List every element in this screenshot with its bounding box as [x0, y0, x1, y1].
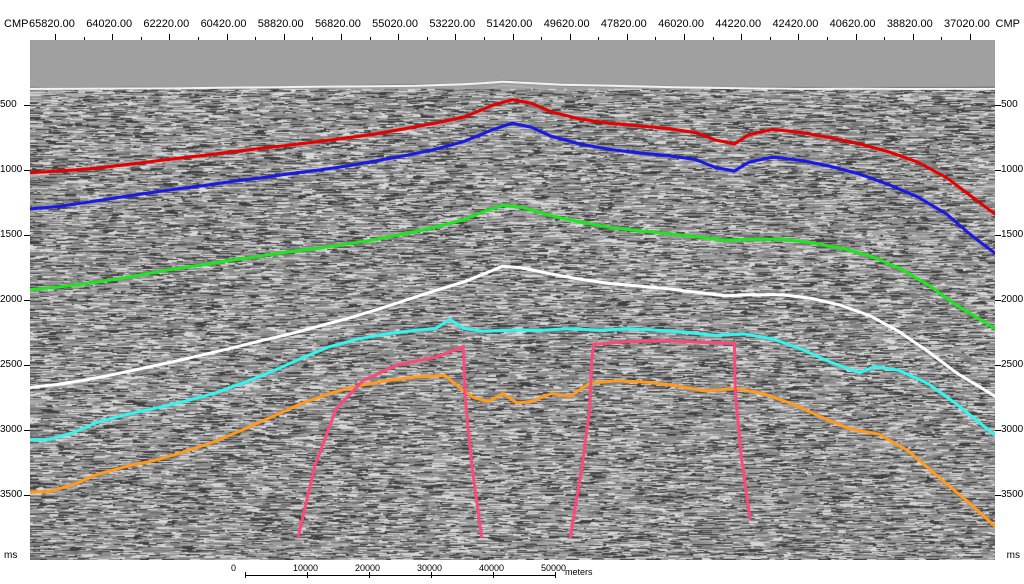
axis-right-tick-mark: [995, 430, 1001, 431]
horizon-horizon-red: [30, 100, 995, 214]
scalebar-tick-label: 50000: [541, 563, 566, 573]
axis-right-tick-mark: [995, 170, 1001, 171]
axis-top-label-left: CMP: [4, 18, 28, 30]
axis-left-tick-label: 2500: [0, 359, 26, 370]
axis-top-tick-label: 64020.00: [86, 18, 132, 30]
scalebar-tick: [245, 572, 246, 578]
scalebar-tick-label: 0: [231, 563, 236, 573]
axis-top-tick-label: 49620.00: [544, 18, 590, 30]
scalebar-tick-label: 40000: [479, 563, 504, 573]
axis-right-tick-label: 1000: [1001, 164, 1023, 175]
axis-right-tick-mark: [995, 300, 1001, 301]
axis-left-tick-label: 3500: [0, 489, 26, 500]
scalebar-unit: meters: [565, 567, 593, 577]
axis-left-tick-label: 500: [0, 99, 26, 110]
fault-2: [570, 341, 750, 537]
axis-left-tick-label: 1500: [0, 229, 26, 240]
axis-top-label-right: CMP: [996, 18, 1020, 30]
axis-top-tick-label: 47820.00: [601, 18, 647, 30]
axis-left-unit: ms: [4, 550, 17, 561]
axis-right-tick-label: 500: [1001, 99, 1018, 110]
horizon-seabed: [30, 82, 995, 89]
axis-top-tick-label: 37020.00: [944, 18, 990, 30]
axis-right-tick-label: 2000: [1001, 294, 1023, 305]
axis-top-tick-label: 38820.00: [887, 18, 933, 30]
axis-top-tick-label: 60420.00: [201, 18, 247, 30]
horizons-overlay: [30, 40, 995, 560]
axis-top-tick-label: 62220.00: [143, 18, 189, 30]
axis-top-tick-label: 46020.00: [658, 18, 704, 30]
horizon-horizon-orange: [30, 375, 995, 526]
axis-right-tick-mark: [995, 495, 1001, 496]
axis-right-tick-label: 3500: [1001, 489, 1023, 500]
scalebar-tick-label: 10000: [293, 563, 318, 573]
horizon-horizon-cyan: [30, 319, 995, 440]
axis-right-tick-mark: [995, 105, 1001, 106]
scalebar: 01000020000300004000050000meters: [245, 563, 615, 583]
axis-right-tick-mark: [995, 365, 1001, 366]
axis-left-tick-label: 3000: [0, 424, 26, 435]
scalebar-tick-label: 20000: [355, 563, 380, 573]
seismic-section-frame: CMP CMP 65820.00 64020.00 62220.00 60420.00…: [0, 0, 1024, 584]
axis-top-tick-label: 58820.00: [258, 18, 304, 30]
axis-top-tick-label: 51420.00: [487, 18, 533, 30]
axis-top-tick-label: 55020.00: [372, 18, 418, 30]
axis-top-tick-label: 40620.00: [830, 18, 876, 30]
axis-right-tick-label: 1500: [1001, 229, 1023, 240]
axis-right-tick-mark: [995, 235, 1001, 236]
seismic-plot-area: [30, 40, 995, 560]
axis-top-tick-label: 56820.00: [315, 18, 361, 30]
axis-left-tick-label: 2000: [0, 294, 26, 305]
axis-right-unit: ms: [1007, 550, 1020, 561]
axis-left-tick-label: 1000: [0, 164, 26, 175]
scalebar-line: [245, 575, 555, 576]
axis-top-tick-label: 65820.00: [29, 18, 75, 30]
axis-top-tick-label: 44220.00: [715, 18, 761, 30]
axis-top-tick-label: 42420.00: [772, 18, 818, 30]
axis-right-tick-label: 3000: [1001, 424, 1023, 435]
axis-right-tick-label: 2500: [1001, 359, 1023, 370]
fault-1: [298, 347, 481, 537]
scalebar-tick-label: 30000: [417, 563, 442, 573]
axis-top-tick-label: 53220.00: [429, 18, 475, 30]
